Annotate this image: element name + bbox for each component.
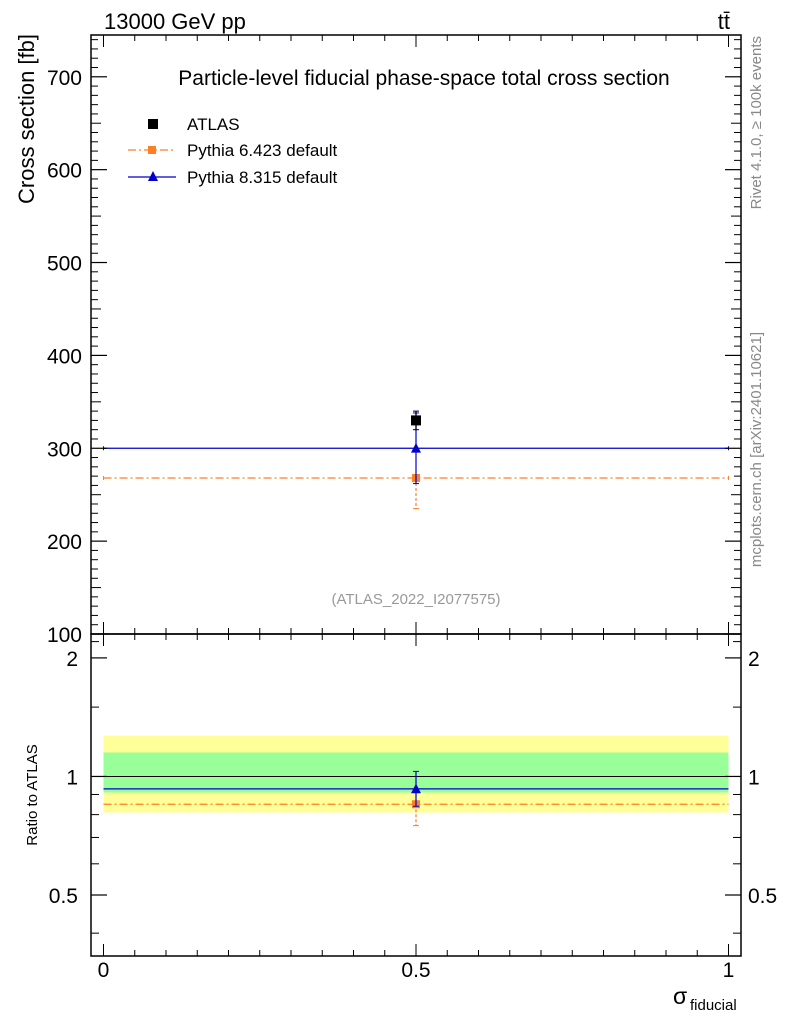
y-tick-label-500: 500 [47, 253, 82, 276]
y-tick-label-600: 600 [47, 160, 82, 183]
process-label: tt̄ [718, 9, 730, 34]
ratio-tick-label-right-1: 1 [748, 766, 760, 789]
ratio-tick-label-left-2: 2 [66, 648, 78, 671]
pythia-8-315-default-point [411, 442, 421, 453]
atlas-point [411, 415, 421, 426]
legend-pythia8-label: Pythia 8.315 default [187, 168, 338, 187]
y-tick-label-300: 300 [47, 438, 82, 461]
x-axis-label-sub: fiducial [690, 997, 737, 1014]
legend-pythia8-marker [148, 171, 158, 181]
ratio-tick-label-right-0.5: 0.5 [748, 885, 777, 908]
y-tick-label-400: 400 [47, 345, 82, 368]
ratio-pythia-8-315-default-point [411, 783, 421, 794]
x-tick-label-0: 0 [98, 959, 110, 982]
y-tick-label-100: 100 [47, 624, 82, 647]
rivet-label: Rivet 4.1.0, ≥ 100k events [748, 36, 765, 209]
legend-atlas-label: ATLAS [187, 115, 240, 134]
y-tick-label-700: 700 [47, 67, 82, 90]
x-axis-label-main: σ [673, 983, 687, 1009]
legend-entry-pythia6: Pythia 6.423 default [128, 141, 338, 160]
ratio-y-axis-label: Ratio to ATLAS [24, 744, 41, 845]
mcplots-label: mcplots.cern.ch [arXiv:2401.10621] [748, 332, 765, 567]
x-axis-label: σ fiducial [673, 983, 737, 1014]
y-axis-label: Cross section [fb] [14, 34, 39, 204]
analysis-id: (ATLAS_2022_I2077575) [331, 591, 500, 608]
legend-pythia6-label: Pythia 6.423 default [187, 141, 338, 160]
legend-atlas-marker [148, 119, 158, 129]
x-tick-label-0.5: 0.5 [401, 959, 430, 982]
ratio-tick-label-left-0.5: 0.5 [49, 885, 78, 908]
x-tick-label-1: 1 [723, 959, 735, 982]
legend: ATLAS Pythia 6.423 default Pythia 8.315 … [128, 115, 338, 187]
chart-title: Particle-level fiducial phase-space tota… [178, 67, 669, 90]
legend-entry-atlas: ATLAS [148, 115, 240, 134]
y-tick-label-200: 200 [47, 531, 82, 554]
energy-label: 13000 GeV pp [104, 9, 246, 34]
legend-entry-pythia8: Pythia 8.315 default [128, 168, 338, 187]
ratio-tick-label-left-1: 1 [66, 766, 78, 789]
legend-pythia6-marker [148, 146, 156, 154]
ratio-tick-label-right-2: 2 [748, 648, 760, 671]
